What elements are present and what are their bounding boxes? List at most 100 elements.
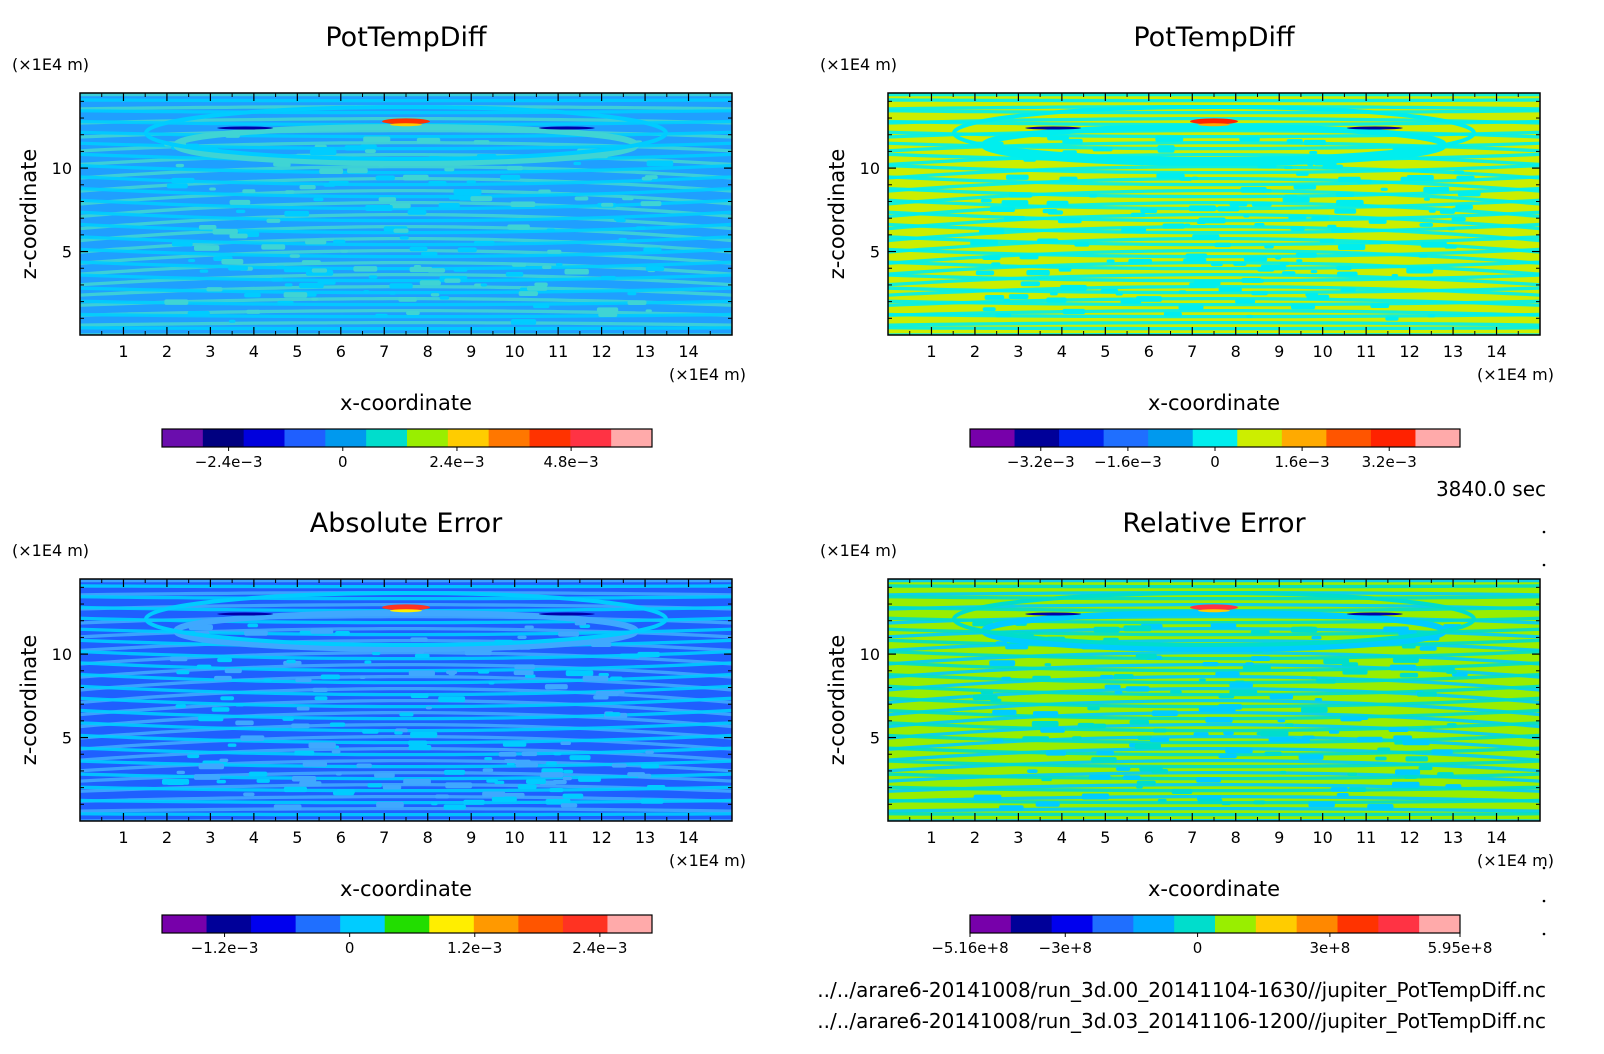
heatmap-cell [989, 660, 1016, 666]
x-tick-label: 9 [1274, 342, 1284, 361]
heatmap-cell [1342, 668, 1368, 675]
heatmap-cell [438, 696, 466, 703]
heatmap-cell [364, 660, 372, 664]
heatmap-cell [171, 241, 193, 247]
heatmap-cell [1100, 674, 1114, 679]
x-axis-label: x-coordinate [1148, 877, 1280, 901]
heatmap-cell [1037, 238, 1059, 244]
x-tick-label: 6 [336, 342, 346, 361]
x-tick-label: 11 [548, 342, 568, 361]
heatmap-cell [1116, 766, 1131, 771]
heatmap-cell [224, 668, 242, 674]
heatmap-cell [398, 297, 417, 302]
y-axis-label: z-coordinate [825, 149, 849, 280]
heatmap-band [888, 321, 1540, 327]
heatmap-cell [1140, 208, 1158, 213]
heatmap-band [888, 759, 1540, 773]
y-tick-label: 5 [62, 729, 72, 748]
heatmap-cell [1419, 169, 1430, 173]
heatmap-cell [521, 751, 538, 757]
heatmap-cell [573, 161, 582, 166]
heatmap-cell [1305, 292, 1319, 297]
heatmap-cell [421, 251, 438, 257]
colorbar-swatch [1326, 429, 1372, 447]
heatmap-band [888, 785, 1540, 793]
heatmap-band [80, 98, 732, 103]
heatmap-cell [1104, 684, 1121, 689]
heatmap-cell [984, 295, 1005, 300]
heatmap-cell [992, 738, 1004, 743]
heatmap-cell [617, 690, 625, 694]
y-tick-label: 10 [52, 645, 72, 664]
heatmap-cell [340, 249, 349, 253]
heatmap-cell [1139, 766, 1163, 772]
heatmap-band [888, 771, 1540, 783]
heatmap-band [888, 651, 1540, 666]
heatmap-cell [1019, 254, 1039, 260]
heatmap-cell [1122, 775, 1141, 780]
heatmap-cell [1121, 297, 1133, 302]
heatmap-cell [1008, 294, 1029, 300]
heatmap-band [888, 175, 1540, 187]
file-path-1: ../../arare6-20141008/run_3d.00_20141104… [817, 978, 1546, 1002]
x-tick-label: 13 [1443, 342, 1463, 361]
chart-title: Relative Error [1122, 508, 1306, 539]
heatmap-cell [335, 631, 350, 636]
extremum-feature [382, 604, 430, 611]
heatmap-band [80, 812, 732, 817]
heatmap-cell [1032, 675, 1051, 681]
heatmap-cell [518, 291, 538, 296]
heatmap-cell [270, 277, 284, 282]
heatmap-band [80, 261, 732, 276]
x-tick-label: 7 [379, 828, 389, 847]
heatmap-cell [1319, 238, 1335, 243]
heatmap-cell [569, 755, 591, 761]
heatmap-cell [368, 275, 378, 279]
heatmap-cell [285, 190, 295, 194]
heatmap-band [888, 708, 1540, 721]
heatmap-cell [389, 283, 413, 289]
heatmap-cell [1445, 784, 1462, 789]
extremum-feature [382, 118, 430, 125]
heatmap-cell [1241, 277, 1262, 283]
heatmap-band [80, 222, 732, 235]
colorbar-swatch [607, 915, 653, 933]
side-dots [1542, 530, 1546, 936]
heatmap-cell [1058, 267, 1072, 272]
heatmap-cell [1279, 261, 1290, 266]
heatmap-cell [1383, 626, 1409, 633]
heatmap-cell [1243, 214, 1250, 218]
y-tick-label: 10 [860, 645, 880, 664]
heatmap-cell [299, 781, 322, 787]
heatmap-cell [1057, 217, 1082, 224]
colorbar-label: −2.4e−3 [195, 453, 263, 471]
heatmap-cell [1311, 676, 1318, 680]
heatmap-cell [408, 745, 432, 751]
heatmap-cell [410, 731, 438, 738]
heatmap-cell [410, 637, 428, 642]
heatmap-band [80, 651, 732, 666]
heatmap-cell [1293, 184, 1317, 190]
heatmap-cell [514, 664, 536, 670]
heatmap-cell [1404, 774, 1418, 779]
heatmap-band [888, 783, 1540, 793]
heatmap-cell [1026, 269, 1050, 276]
x-axis-label: x-coordinate [340, 391, 472, 415]
x-tick-label: 10 [1312, 342, 1332, 361]
heatmap-cell [564, 268, 589, 275]
heatmap-cell [256, 778, 270, 783]
heatmap-band [80, 177, 732, 193]
heatmap-band [80, 759, 732, 769]
heatmap-band [80, 321, 732, 327]
heatmap-cell [1288, 215, 1307, 220]
heatmap-cell [1406, 267, 1434, 274]
heatmap-cell [1225, 747, 1253, 754]
heatmap-cell [1001, 200, 1029, 206]
x-tick-label: 4 [249, 342, 259, 361]
heatmap-cell [283, 266, 311, 273]
heatmap-cell [1239, 136, 1260, 142]
chart-panel-3: Absolute Error(×1E4 m)1 2 3 4 5 6 7 8 9 10 11 12 13 1… [12, 508, 746, 957]
x-tick-label: 11 [548, 828, 568, 847]
x-tick-label: 5 [292, 828, 302, 847]
heatmap-cell [435, 794, 450, 799]
